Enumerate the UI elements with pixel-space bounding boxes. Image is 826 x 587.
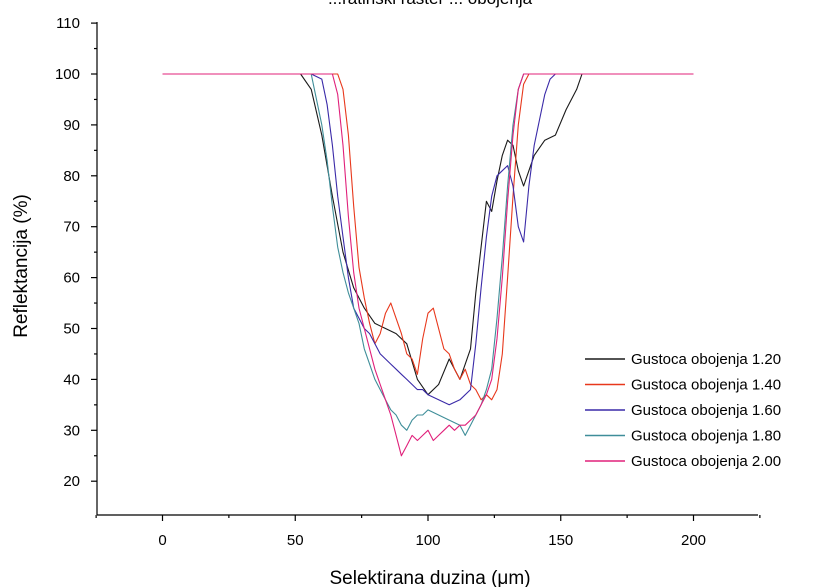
legend-label: Gustoca obojenja 2.00 <box>631 453 781 470</box>
y-axis-ticks: 20 30 40 50 60 70 80 90 100 110 <box>55 15 97 490</box>
y-tick-label: 80 <box>63 168 80 185</box>
x-tick-label: 200 <box>681 532 706 549</box>
series-line <box>162 73 694 457</box>
y-tick-label: 110 <box>56 15 80 32</box>
y-tick-label: 30 <box>63 422 80 439</box>
series-group <box>162 73 694 457</box>
legend: Gustoca obojenja 1.20 Gustoca obojenja 1.… <box>585 351 781 470</box>
legend-label: Gustoca obojenja 1.40 <box>631 377 781 394</box>
x-axis-ticks: 0 50 100 150 200 <box>95 515 761 549</box>
y-tick-label: 90 <box>63 117 80 134</box>
y-tick-label: 60 <box>63 270 80 287</box>
y-tick-label: 40 <box>63 371 80 388</box>
x-tick-label: 100 <box>415 532 440 549</box>
legend-label: Gustoca obojenja 1.20 <box>631 351 781 368</box>
y-tick-label: 100 <box>55 66 80 83</box>
y-tick-label: 70 <box>63 219 80 236</box>
x-tick-label: 0 <box>158 532 166 549</box>
chart-title: ...ratinski raster ... obojenja <box>328 0 533 8</box>
y-axis-title: Reflektancija (%) <box>11 194 32 338</box>
legend-label: Gustoca obojenja 1.80 <box>631 428 781 445</box>
x-tick-label: 150 <box>548 532 573 549</box>
y-tick-label: 50 <box>63 321 80 338</box>
series-line <box>162 73 694 396</box>
y-tick-label: 20 <box>63 473 80 490</box>
series-line <box>162 73 694 401</box>
x-tick-label: 50 <box>287 532 304 549</box>
series-line <box>162 73 694 436</box>
legend-label: Gustoca obojenja 1.60 <box>631 402 781 419</box>
x-axis-title: Selektirana duzina (μm) <box>329 568 530 587</box>
series-line <box>162 73 694 406</box>
